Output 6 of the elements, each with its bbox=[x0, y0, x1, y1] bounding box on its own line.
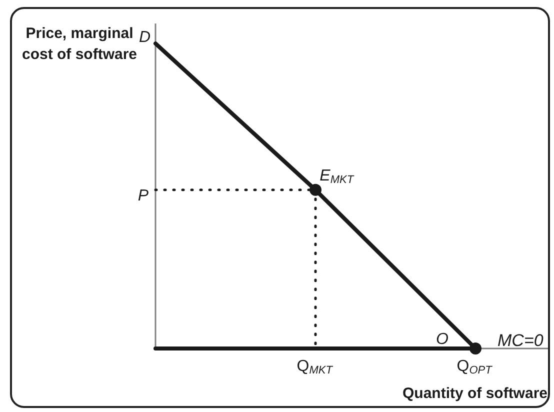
series-label: D bbox=[138, 29, 151, 46]
annotation: O bbox=[436, 331, 449, 348]
text: P bbox=[138, 187, 149, 204]
series-label: MC=0 bbox=[498, 331, 544, 350]
x-axis-title: Quantity of software bbox=[402, 385, 548, 402]
y-axis-title: Price, marginal cost of software bbox=[22, 25, 138, 63]
